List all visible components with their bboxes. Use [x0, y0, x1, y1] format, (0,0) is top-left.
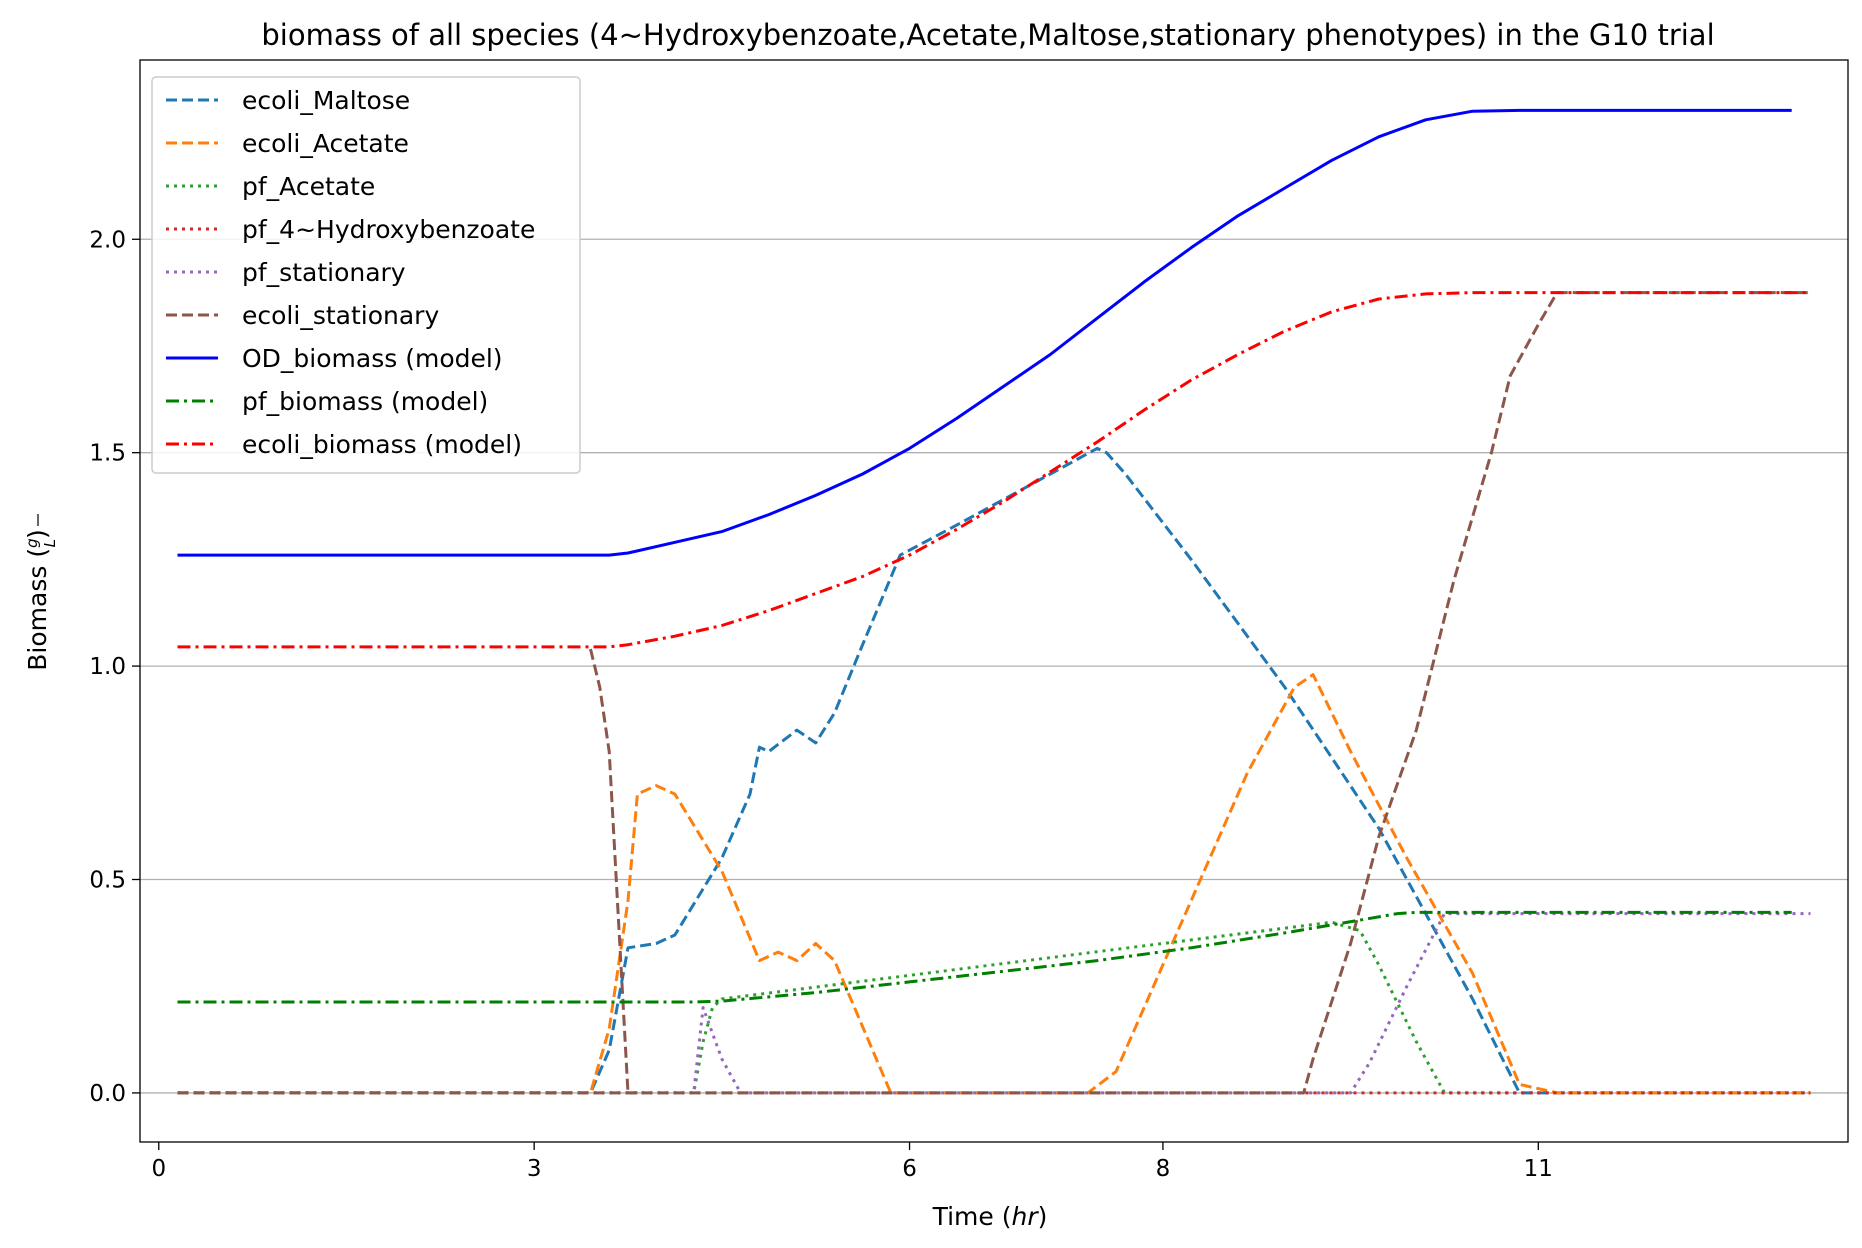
x-tick-label-3: 3: [527, 1156, 542, 1182]
y-axis-label-den: L: [41, 539, 59, 547]
legend-label-ecoli-acetate: ecoli_Acetate: [242, 129, 409, 158]
legend-label-ecoli-biomass-model: ecoli_biomass (model): [242, 430, 522, 459]
legend-label-pf-4-hydroxybenzoate: pf_4~Hydroxybenzoate: [242, 215, 535, 244]
x-tick-label-11: 11: [1524, 1156, 1553, 1182]
x-tick-label-0: 0: [151, 1156, 166, 1182]
y-axis-label: Biomass (gL): [23, 514, 59, 671]
series-lines: [177, 108, 1811, 1095]
plot-frame: [139, 59, 1849, 1143]
legend-label-pf-stationary: pf_stationary: [242, 258, 406, 287]
y-axis-ticks: 0.0 0.5 1.0 1.5 2.0: [89, 227, 140, 1107]
series-line-ecoli-acetate: [177, 673, 1811, 1095]
y-axis-label-suffix: ): [23, 529, 52, 539]
x-axis-label: Time (hr): [932, 1202, 1048, 1231]
legend-label-ecoli-maltose: ecoli_Maltose: [242, 86, 410, 115]
y-tick-label-1-0: 1.0: [89, 654, 126, 680]
legend-items: ecoli_Maltose ecoli_Acetate pf_Acetate pf_4…: [166, 86, 535, 459]
y-tick-label-0-5: 0.5: [89, 868, 126, 894]
y-axis-label-prefix: Biomass (: [23, 548, 52, 671]
x-axis-label-prefix: Time (: [932, 1202, 1012, 1231]
y-tick-label-0-0: 0.0: [89, 1081, 126, 1107]
series-line-ecoli-stationary-lead: [589, 648, 638, 1095]
x-axis-label-suffix: ): [1038, 1202, 1048, 1231]
x-tick-label-8: 8: [1156, 1156, 1171, 1182]
series-line-pf-biomass-model: [177, 910, 1792, 1004]
series-line-ecoli-maltose: [177, 446, 1811, 1095]
x-axis-label-unit: hr: [1012, 1202, 1040, 1231]
legend-label-od-biomass-model: OD_biomass (model): [242, 344, 503, 373]
series-line-ecoli-stationary: [177, 291, 1811, 1095]
x-tick-label-6: 6: [902, 1156, 917, 1182]
legend-label-pf-acetate: pf_Acetate: [242, 172, 375, 201]
y-tick-label-2-0: 2.0: [89, 227, 126, 253]
series-line-od-biomass-model: [177, 108, 1792, 557]
legend-box: [151, 76, 581, 474]
y-axis-label-num: g: [23, 538, 41, 548]
x-axis-ticks: 0 3 6 8 11: [151, 1142, 1553, 1182]
legend-label-pf-biomass-model: pf_biomass (model): [242, 387, 488, 416]
y-tick-label-1-5: 1.5: [89, 441, 126, 467]
svg-text:Biomass (gL): Biomass (gL): [23, 529, 59, 670]
series-line-ecoli-biomass-model: [177, 291, 1811, 649]
legend-label-ecoli-stationary: ecoli_stationary: [242, 301, 439, 330]
chart-title: biomass of all species (4~Hydroxybenzoat…: [261, 18, 1714, 52]
legend: ecoli_Maltose ecoli_Acetate pf_Acetate pf_4…: [151, 76, 581, 474]
